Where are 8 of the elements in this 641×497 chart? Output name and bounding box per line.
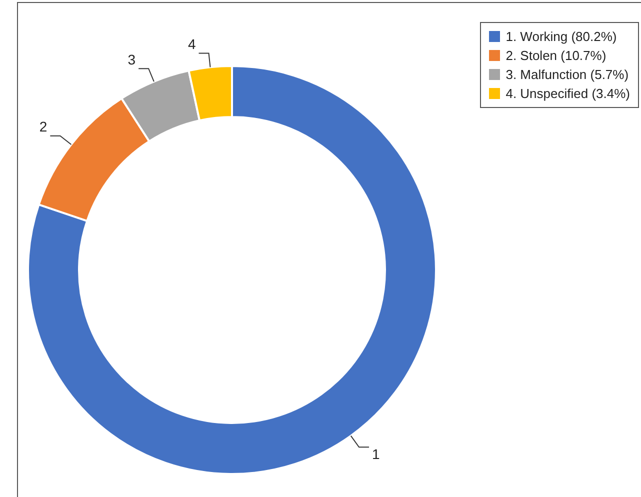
legend-label: 3. Malfunction (5.7%) — [506, 67, 629, 82]
text: 3 — [128, 51, 136, 68]
legend-label: 1. Working (80.2%) — [506, 29, 617, 44]
legend-label: 4. Unspecified (3.4%) — [506, 86, 630, 101]
legend-label: 2. Stolen (10.7%) — [506, 48, 606, 63]
text: 1 — [372, 446, 380, 462]
text: 2 — [39, 118, 48, 135]
text: 4 — [188, 36, 196, 52]
